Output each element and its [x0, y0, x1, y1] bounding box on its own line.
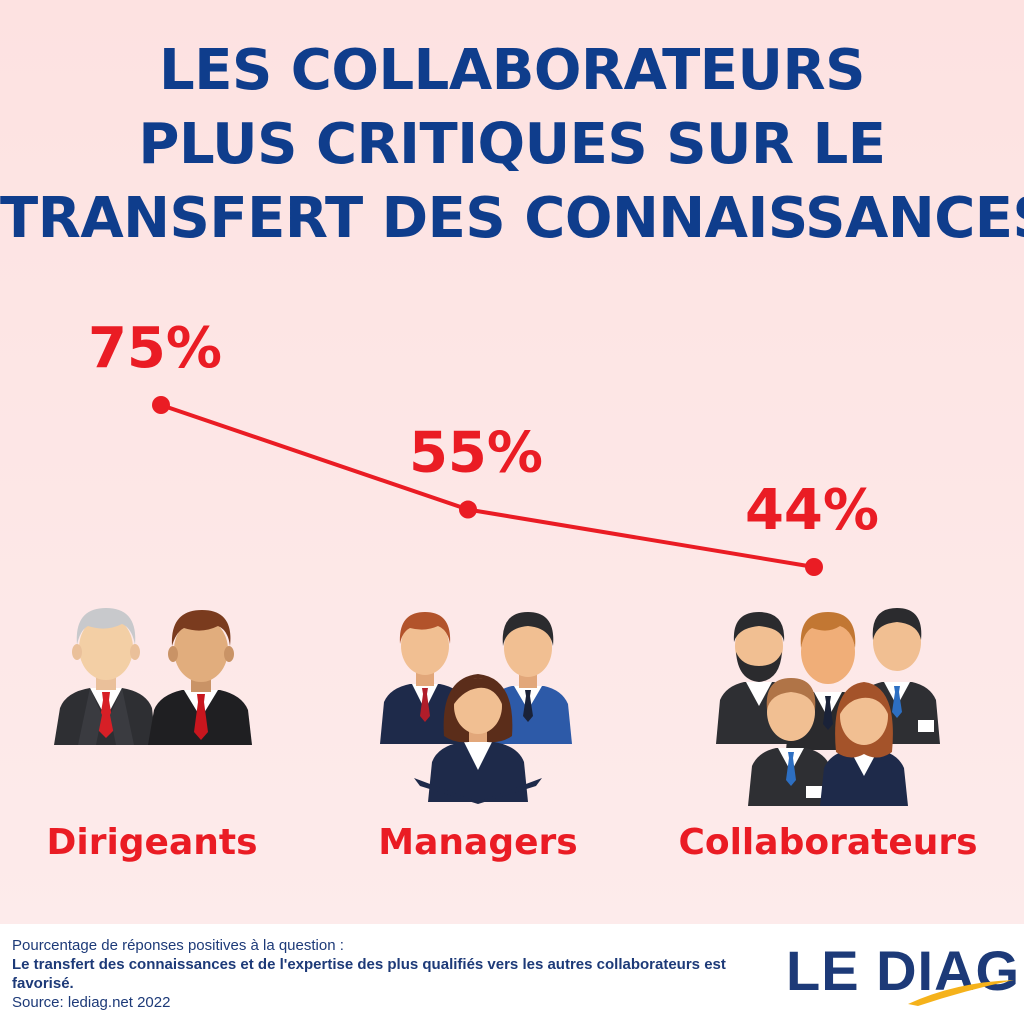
page-title: LES COLLABORATEURS PLUS CRITIQUES SUR LE… — [0, 34, 1024, 256]
logo-text: LE DIAG — [786, 939, 1021, 1002]
data-label-collaborateurs: 44% — [745, 478, 879, 543]
category-label-collaborateurs: Collaborateurs — [678, 822, 978, 863]
footer: Pourcentage de réponses positives à la q… — [0, 924, 1024, 1024]
data-point-dirigeants — [152, 396, 170, 414]
title-line-3: TRANSFERT DES CONNAISSANCES — [0, 186, 1024, 251]
footer-intro: Pourcentage de réponses positives à la q… — [12, 937, 344, 954]
title-line-1: LES COLLABORATEURS — [159, 38, 865, 103]
data-label-dirigeants: 75% — [88, 316, 222, 381]
data-point-collaborateurs — [805, 558, 823, 576]
category-label-dirigeants: Dirigeants — [46, 822, 258, 863]
footer-question: Le transfert des connaissances et de l'e… — [12, 956, 726, 992]
title-line-2: PLUS CRITIQUES SUR LE — [138, 112, 886, 177]
logo-swoosh-icon — [908, 980, 1014, 1006]
collaborateurs-icon — [716, 608, 940, 806]
le-diag-logo: LE DIAG — [786, 934, 1019, 1014]
footer-source: Source: lediag.net 2022 — [12, 994, 171, 1011]
category-label-managers: Managers — [378, 822, 578, 863]
footer-text: Pourcentage de réponses positives à la q… — [12, 936, 772, 1012]
managers-icon — [380, 612, 572, 804]
data-label-managers: 55% — [409, 421, 543, 486]
dirigeants-icon — [54, 608, 252, 745]
line-chart: 75% 55% 44% — [88, 316, 879, 576]
data-point-managers — [459, 500, 477, 519]
